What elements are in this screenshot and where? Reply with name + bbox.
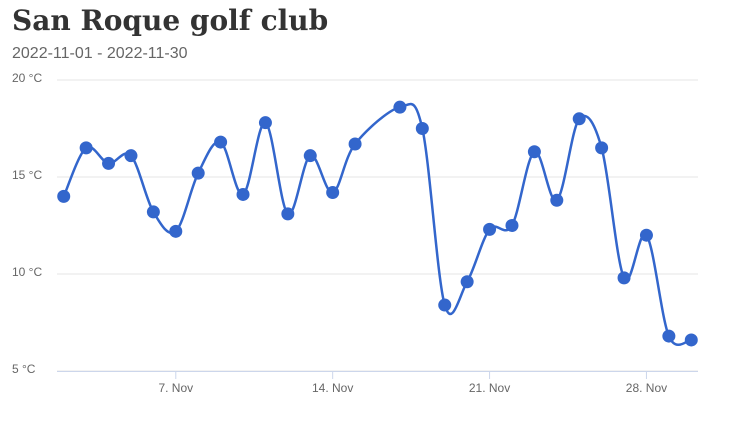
point [572,112,586,126]
point [393,100,407,114]
y-tick-label: 5 °C [12,362,36,376]
point [79,141,93,155]
x-tick-label: 14. Nov [312,381,353,395]
x-tick-label: 28. Nov [626,381,667,395]
point [191,166,205,180]
point [595,141,609,155]
line [62,102,692,347]
x-tick-label: 21. Nov [469,381,510,395]
point [460,275,474,289]
point [214,135,228,149]
x-tick-label: 7. Nov [158,381,193,395]
point [236,187,250,201]
y-tick-label: 15 °C [12,168,42,182]
chart-title: San Roque golf club [12,4,328,37]
point [258,116,272,130]
y-tick-label: 10 °C [12,265,42,279]
point [348,137,362,151]
point [527,145,541,159]
point [415,122,429,135]
point [550,193,564,207]
point [303,149,317,163]
chart-subtitle: 2022-11-01 - 2022-11-30 [12,45,188,62]
point [617,271,631,285]
point [57,189,71,203]
point [639,228,653,242]
point [146,205,160,219]
point [326,186,340,200]
point [483,222,497,236]
point [124,149,138,163]
point [281,207,295,221]
point [102,156,116,170]
point [505,219,519,232]
point [662,329,676,343]
point [684,333,698,347]
point [438,298,452,312]
y-tick-label: 20 °C [12,71,42,85]
point [169,224,183,238]
